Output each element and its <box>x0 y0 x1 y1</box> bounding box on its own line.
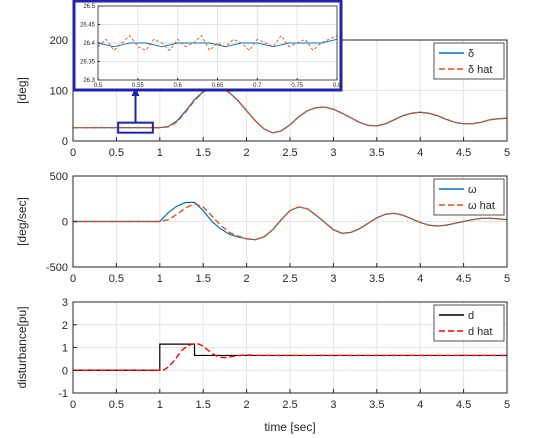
x-tick-label: 1.5 <box>196 273 211 285</box>
y-tick-label: 1 <box>62 343 68 355</box>
y-tick-label: -500 <box>46 262 68 274</box>
x-tick-label: 5 <box>504 273 510 285</box>
y-tick-label: 26.45 <box>80 23 96 29</box>
x-tick-label: 0.6 <box>173 83 182 89</box>
y-tick-label: 26.35 <box>80 60 96 66</box>
x-tick-label: 5 <box>504 147 510 159</box>
y-tick-label: -1 <box>58 388 68 400</box>
x-tick-label: 2 <box>244 399 250 411</box>
omega-legend: ω ω hat <box>433 178 505 216</box>
delta-ticks: 0 0.5 1 1.5 2 2.5 3 3.5 4 4.5 5 0 100 200 <box>50 35 510 159</box>
series-line-1 <box>73 342 507 371</box>
omega-y-label: [deg/sec] <box>15 197 29 246</box>
inset-series <box>97 34 338 52</box>
y-tick-label: 100 <box>50 86 68 98</box>
x-tick-label: 1 <box>157 399 163 411</box>
legend-label: d hat <box>468 326 492 338</box>
y-tick-label: 0 <box>62 136 68 148</box>
disturbance-legend: d d hat <box>433 304 505 342</box>
x-tick-label: 4.5 <box>456 273 471 285</box>
x-tick-label: 1 <box>157 147 163 159</box>
series-line-1 <box>73 202 508 241</box>
x-tick-label: 3 <box>330 273 336 285</box>
x-tick-label: 3.5 <box>369 147 384 159</box>
x-tick-label: 0.55 <box>132 83 144 89</box>
x-tick-label: 5 <box>504 399 510 411</box>
y-tick-label: 2 <box>62 320 68 332</box>
y-tick-label: 0 <box>62 217 68 229</box>
x-tick-label: 2.5 <box>282 399 297 411</box>
x-tick-label: 4 <box>417 147 423 159</box>
x-tick-label: 2 <box>244 273 250 285</box>
legend-label: ω hat <box>468 200 495 212</box>
x-tick-label: 0.5 <box>94 83 103 89</box>
y-tick-label: 500 <box>50 171 68 183</box>
x-tick-label: 0 <box>70 399 76 411</box>
x-tick-label: 2 <box>244 147 250 159</box>
x-tick-label: 1.5 <box>196 147 211 159</box>
x-tick-label: 3.5 <box>369 273 384 285</box>
x-tick-label: 0.8 <box>333 83 342 89</box>
time-x-label: time [sec] <box>264 420 315 434</box>
y-tick-label: 200 <box>50 35 68 47</box>
x-tick-label: 3.5 <box>369 399 384 411</box>
legend-box <box>433 178 505 216</box>
y-tick-label: 26.3 <box>83 78 95 84</box>
disturbance-y-label: disturbance[pu] <box>15 306 29 388</box>
disturbance-series <box>73 342 507 371</box>
delta-legend: δ δ hat <box>433 42 505 80</box>
x-tick-label: 0.5 <box>109 273 124 285</box>
x-tick-label: 0 <box>70 147 76 159</box>
omega-series <box>73 201 508 241</box>
legend-box <box>433 304 505 342</box>
delta-y-label: [deg] <box>15 77 29 104</box>
x-tick-label: 0.5 <box>109 147 124 159</box>
x-tick-label: 1.5 <box>196 399 211 411</box>
legend-label: d <box>468 310 474 322</box>
x-tick-label: 4 <box>417 399 423 411</box>
x-tick-label: 4.5 <box>456 147 471 159</box>
x-tick-label: 0.5 <box>109 399 124 411</box>
x-tick-label: 2.5 <box>282 273 297 285</box>
inset-panel: 0.5 0.55 0.6 0.65 0.7 0.75 0.8 26.3 26.35 26.4 26.… <box>72 0 343 92</box>
x-tick-label: 0.65 <box>212 83 224 89</box>
x-tick-label: 4 <box>417 273 423 285</box>
x-tick-label: 0 <box>70 273 76 285</box>
legend-label: δ <box>468 48 474 60</box>
series-line-1 <box>97 34 338 52</box>
x-tick-label: 3 <box>330 399 336 411</box>
y-tick-label: 26.4 <box>83 41 95 47</box>
legend-label: ω <box>468 184 477 196</box>
inset-ticks: 0.5 0.55 0.6 0.65 0.7 0.75 0.8 26.3 26.35 26.4 26.… <box>80 4 342 89</box>
x-tick-label: 2.5 <box>282 147 297 159</box>
x-tick-label: 3 <box>330 147 336 159</box>
y-tick-label: 26.5 <box>83 4 95 10</box>
x-tick-label: 0.75 <box>291 83 303 89</box>
y-tick-label: 3 <box>62 297 68 309</box>
inset-border <box>72 0 343 92</box>
legend-label: δ hat <box>468 64 492 76</box>
legend-box <box>433 42 505 80</box>
x-tick-label: 4.5 <box>456 399 471 411</box>
x-tick-label: 0.7 <box>253 83 262 89</box>
x-tick-label: 1 <box>157 273 163 285</box>
y-tick-label: 0 <box>62 365 68 377</box>
